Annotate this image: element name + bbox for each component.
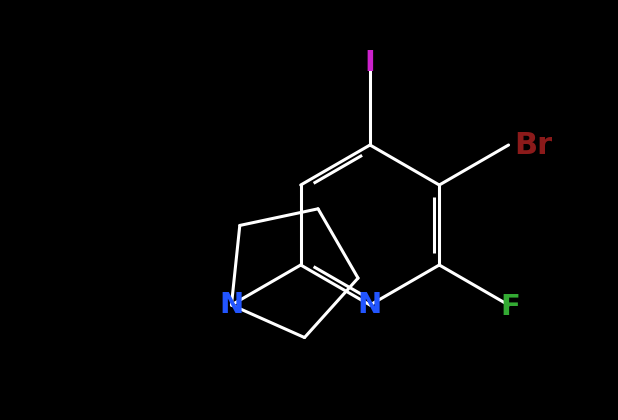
Text: Br: Br bbox=[515, 131, 552, 160]
Text: N: N bbox=[219, 291, 243, 319]
Text: F: F bbox=[501, 293, 520, 321]
Text: I: I bbox=[365, 49, 376, 77]
Text: N: N bbox=[358, 291, 382, 319]
